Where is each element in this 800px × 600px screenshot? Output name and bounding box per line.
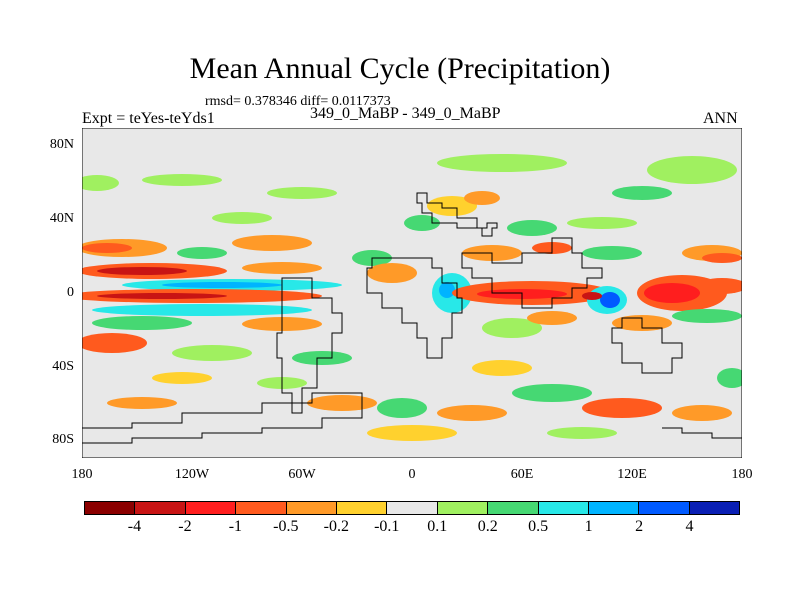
x-tick-label: 60W (288, 467, 316, 482)
y-tick-label: 40N (49, 211, 74, 226)
x-tick-label: 180 (71, 467, 93, 482)
colorbar-swatch (286, 502, 337, 514)
colorbar-label: -0.1 (374, 518, 400, 535)
africa-outline (366, 257, 463, 359)
colorbar-swatch (185, 502, 237, 514)
colorbar-swatch (387, 502, 438, 514)
rmsd-label: rmsd= 0.378346 diff= 0.0117373 (205, 94, 391, 109)
x-tick-label: 180 (731, 467, 753, 482)
map-subtitle: 349_0_MaBP - 349_0_MaBP (310, 105, 501, 122)
arctic-anomalies (82, 154, 737, 236)
colorbar-swatch (135, 502, 186, 514)
australia-outline (611, 317, 683, 374)
colorbar-label: 2 (635, 518, 644, 535)
season-label: ANN (703, 110, 738, 127)
x-tick-label: 120W (174, 467, 210, 482)
coastlines (82, 192, 742, 444)
colorbar-label: 0.5 (528, 518, 549, 535)
south-anomalies (82, 333, 742, 441)
colorbar (84, 501, 740, 515)
colorbar-label: 0.1 (427, 518, 448, 535)
colorbar-swatch (236, 502, 287, 514)
colorbar-label: -0.2 (323, 518, 349, 535)
antarctica-east-outline (662, 427, 742, 439)
map-title: Mean Annual Cycle (Precipitation) (189, 52, 611, 85)
y-tick-label: 0 (67, 285, 74, 300)
colorbar-label: 1 (584, 518, 593, 535)
precipitation-map (82, 128, 742, 458)
colorbar-label: -4 (127, 518, 142, 535)
y-tick-label: 80N (49, 137, 74, 152)
colorbar-swatch (538, 502, 589, 514)
colorbar-label: 0.2 (477, 518, 498, 535)
colorbar-swatch (336, 502, 388, 514)
x-tick-label: 120E (617, 467, 647, 482)
colorbar-swatch (488, 502, 539, 514)
antarctica-outline (82, 392, 363, 444)
colorbar-swatch (437, 502, 489, 514)
y-tick-label: 80S (52, 432, 74, 447)
south-america-outline (276, 277, 343, 414)
asia-outline (461, 237, 603, 309)
europe-outline (416, 192, 498, 237)
colorbar-label: -2 (178, 518, 192, 535)
north-subtropic-anomalies (82, 235, 742, 266)
colorbar-swatch (85, 502, 136, 514)
colorbar-label: -0.5 (273, 518, 299, 535)
y-tick-label: 40S (52, 359, 74, 374)
colorbar-label: 4 (685, 518, 694, 535)
colorbar-swatch (588, 502, 640, 514)
colorbar-swatch (689, 502, 740, 514)
colorbar-label: -1 (228, 518, 243, 535)
x-tick-label: 60E (510, 467, 534, 482)
experiment-label: Expt = teYes-teYds1 (82, 110, 215, 127)
x-tick-label: 0 (408, 467, 416, 482)
colorbar-swatch (639, 502, 690, 514)
